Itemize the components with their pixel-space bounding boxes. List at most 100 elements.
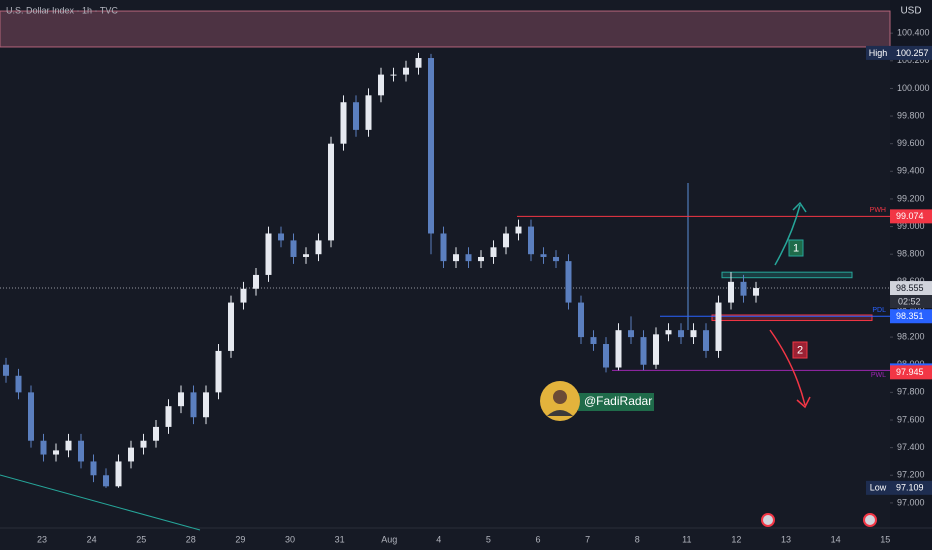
avatar-face (553, 390, 567, 404)
candle-body (415, 58, 422, 68)
y-tick-label: 99.800 (897, 110, 925, 120)
scenario-label: 1 (793, 242, 799, 254)
candle-body (378, 74, 384, 96)
price-tag-label: 98.351 (896, 311, 924, 321)
price-tag (890, 309, 932, 324)
x-tick-label: 28 (186, 534, 196, 544)
x-tick-label: 31 (335, 534, 345, 544)
x-tick-label: 11 (682, 534, 691, 544)
candle-body (365, 95, 372, 130)
candle-body (90, 461, 97, 476)
y-tick-label: 100.000 (897, 83, 930, 93)
candle-body (640, 337, 647, 365)
candle-body (253, 274, 259, 289)
avatar-body (547, 410, 573, 416)
candle-body (565, 261, 572, 303)
candle-body (740, 281, 747, 296)
x-tick-label: 13 (781, 534, 791, 544)
candle-body (715, 302, 722, 351)
candle-body (128, 447, 134, 462)
price-tag-label: 100.257 (896, 48, 929, 58)
candle-body (390, 74, 397, 76)
candle-body (290, 240, 297, 257)
chart-title: U.S. Dollar Index · 1h · TVC (6, 5, 118, 15)
candle-body (78, 440, 84, 462)
candle-body (615, 330, 622, 368)
y-tick-label: 97.600 (897, 414, 925, 424)
y-tick-label: 97.000 (897, 497, 925, 507)
y-tick-label: 98.200 (897, 331, 925, 341)
price-tag-label: 98.555 (896, 283, 924, 293)
candle-body (465, 254, 472, 262)
candle-body (40, 440, 47, 455)
candle-body (103, 475, 109, 487)
candle-body (315, 240, 322, 255)
price-tag (890, 45, 932, 60)
x-tick-label: 25 (136, 534, 146, 544)
candle-body (28, 392, 34, 441)
candle-body (15, 375, 22, 393)
candle-body (265, 233, 272, 275)
countdown-bg (890, 295, 932, 309)
candle-body (665, 330, 672, 335)
candle-body (203, 392, 209, 418)
y-tick-label: 98.400 (897, 304, 925, 314)
y-tick-label: 99.400 (897, 166, 925, 176)
candle-body (603, 344, 609, 368)
candle-body (65, 440, 72, 451)
candle-body (653, 334, 659, 365)
trend-line (0, 474, 201, 531)
x-tick-label: 30 (285, 534, 295, 544)
candle-body (578, 302, 584, 338)
candle-body (690, 330, 697, 338)
level-label: PDL (872, 307, 886, 314)
candle-body (428, 58, 434, 234)
author-badge (578, 393, 654, 411)
candle-body (478, 256, 484, 262)
candle-body (353, 102, 359, 130)
event-icon[interactable] (761, 513, 775, 527)
candle-body (678, 330, 684, 338)
level-label: PWL (871, 372, 886, 379)
y-tick-label: 100.200 (897, 55, 930, 65)
candle-body (153, 426, 159, 441)
x-tick-label: 12 (731, 534, 741, 544)
price-tag (890, 209, 932, 224)
y-tick-label: 99.200 (897, 193, 925, 203)
price-tag-name: High (869, 48, 888, 58)
candle-body (228, 302, 234, 351)
price-tag-name-bg (866, 45, 890, 60)
x-tick-label: 7 (585, 534, 590, 544)
y-tick-label: 99.600 (897, 138, 925, 148)
y-tick-label: 98.800 (897, 249, 925, 259)
y-tick-label: 97.400 (897, 442, 925, 452)
countdown: 02:52 (898, 296, 921, 306)
x-tick-label: 14 (831, 534, 841, 544)
price-tag-name-bg (866, 480, 890, 495)
candle-body (703, 330, 709, 351)
candle-body (3, 364, 9, 376)
event-icon[interactable] (863, 513, 877, 527)
candle-body (528, 226, 534, 255)
zone-box (721, 271, 853, 279)
price-axis (890, 0, 932, 550)
scenario-box (792, 341, 808, 359)
candle-body (440, 233, 447, 262)
candle-body (628, 330, 634, 338)
candle-body (553, 256, 559, 262)
candle-body (178, 392, 184, 407)
candle-body (753, 288, 759, 296)
candle-body (165, 406, 172, 427)
candle-body (728, 281, 734, 303)
candle-body (403, 67, 409, 75)
price-tag-label: 97.945 (896, 367, 924, 377)
price-tag-label: 97.109 (896, 483, 924, 493)
candle-body (540, 254, 547, 257)
y-tick-label: 97.800 (897, 387, 925, 397)
candle-body (590, 337, 597, 345)
candle-body (115, 461, 122, 487)
price-tag (890, 365, 932, 380)
x-tick-label: Aug (381, 534, 397, 544)
